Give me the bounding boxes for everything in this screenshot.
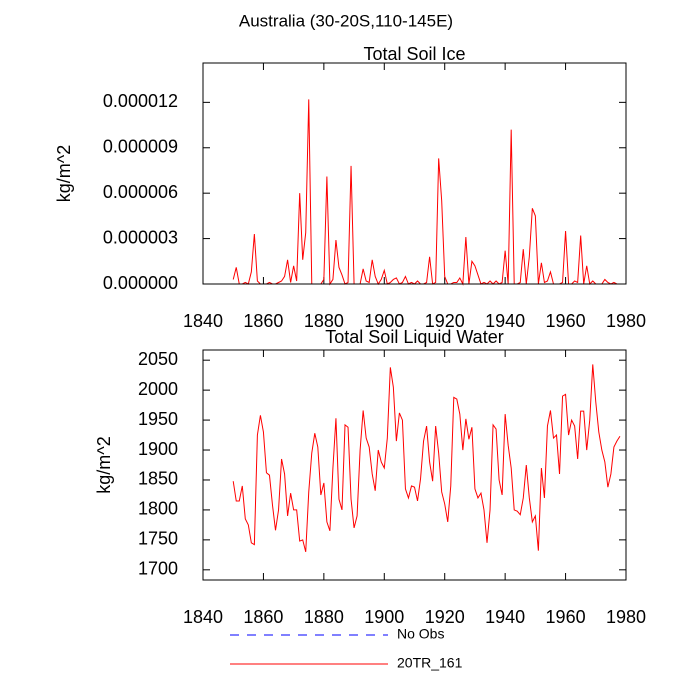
x-tick-label: 1940 [485,311,525,331]
legend-label: 20TR_161 [397,655,463,671]
x-tick-label: 1860 [243,607,283,627]
x-tick-label: 1960 [546,607,586,627]
y-tick-label: 0.000003 [103,227,178,247]
x-tick-label: 1940 [485,607,525,627]
x-tick-label: 1980 [606,607,646,627]
y-tick-label: 1950 [138,409,178,429]
y-tick-label: 1900 [138,439,178,459]
super-title: Australia (30-20S,110-145E) [239,11,453,30]
y-tick-label: 1700 [138,559,178,579]
x-tick-label: 1980 [606,311,646,331]
x-tick-label: 1840 [183,311,223,331]
y-tick-label: 0.000009 [103,137,178,157]
plot-frame [202,349,627,581]
y-tick-label: 1850 [138,469,178,489]
x-tick-label: 1920 [425,607,465,627]
y-tick-label: 0.000000 [103,273,178,293]
x-tick-label: 1900 [364,607,404,627]
plot-frame [202,62,627,285]
x-tick-label: 1960 [546,311,586,331]
data-line [232,99,620,286]
y-axis-label: kg/m^2 [54,145,74,202]
x-tick-label: 1840 [183,607,223,627]
data-line [232,364,621,552]
y-tick-label: 2050 [138,349,178,369]
legend-label: No Obs [397,626,444,642]
y-axis-label: kg/m^2 [94,436,114,493]
panel-title: Total Soil Ice [363,44,465,64]
x-tick-label: 1880 [304,607,344,627]
y-tick-label: 2000 [138,379,178,399]
x-tick-label: 1860 [243,311,283,331]
y-tick-label: 0.000012 [103,91,178,111]
panel-title: Total Soil Liquid Water [325,327,503,347]
x-tick-label: 1900 [364,311,404,331]
x-tick-label: 1880 [304,311,344,331]
y-tick-label: 1750 [138,529,178,549]
y-tick-label: 1800 [138,499,178,519]
y-tick-label: 0.000006 [103,182,178,202]
x-tick-label: 1920 [425,311,465,331]
